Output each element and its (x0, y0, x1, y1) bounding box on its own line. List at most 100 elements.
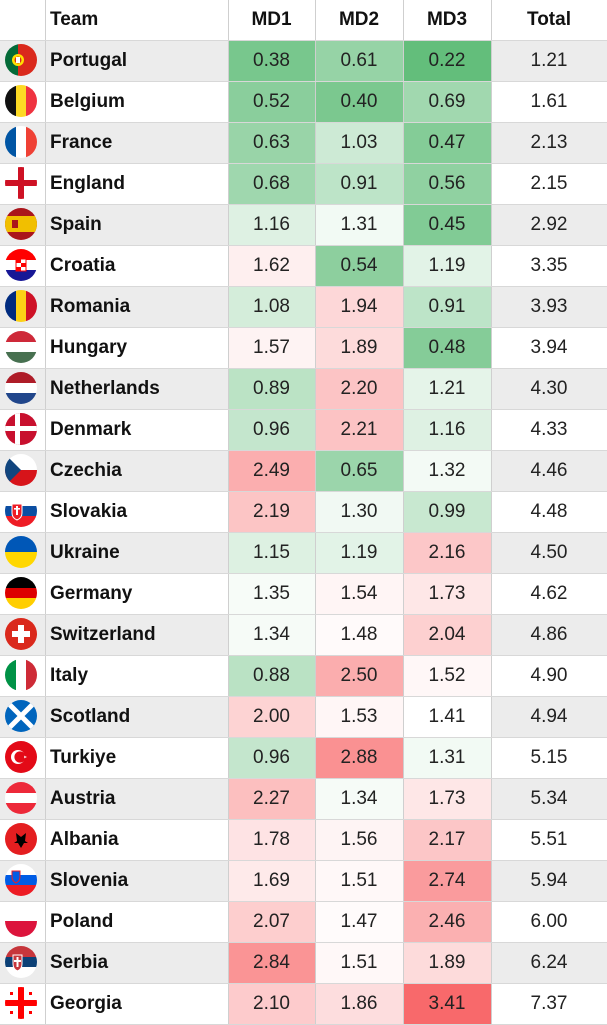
france-flag-icon (5, 126, 37, 158)
total-value-cell: 2.15 (530, 173, 568, 194)
md2-value-cell: 0.54 (315, 245, 403, 286)
grid-hline (0, 860, 607, 861)
flag-cell (0, 614, 45, 655)
md1-value-cell: 1.62 (228, 245, 315, 286)
md1-value-cell: 0.96 (228, 409, 315, 450)
total-value-cell: 3.94 (530, 337, 568, 358)
header-md1: MD1 (251, 9, 292, 30)
team-name: Spain (50, 214, 102, 235)
grid-vline (315, 0, 316, 1024)
flag-cell (0, 737, 45, 778)
md3-value-cell: 0.45 (403, 204, 491, 245)
albania-flag-icon (5, 823, 37, 855)
team-name: Switzerland (50, 624, 156, 645)
flag-cell (0, 573, 45, 614)
flag-cell (0, 368, 45, 409)
team-name: Scotland (50, 706, 131, 727)
md3-value-cell: 3.41 (403, 983, 491, 1024)
team-name: Slovakia (50, 501, 128, 522)
md1-value-cell: 0.52 (228, 81, 315, 122)
austria-flag-icon (5, 782, 37, 814)
md1-value-cell: 2.49 (228, 450, 315, 491)
grid-hline (0, 737, 607, 738)
md1-value-cell: 2.00 (228, 696, 315, 737)
table-row: Albania 1.78 1.56 2.17 5.51 (0, 819, 607, 860)
md3-value-cell: 1.32 (403, 450, 491, 491)
team-name: England (50, 173, 125, 194)
team-name: Croatia (50, 255, 116, 276)
header-total: Total (527, 9, 571, 30)
total-value-cell: 4.33 (530, 419, 568, 440)
ukraine-flag-icon (5, 536, 37, 568)
flag-cell (0, 655, 45, 696)
total-value-cell: 4.94 (530, 706, 568, 727)
md1-value-cell: 1.34 (228, 614, 315, 655)
grid-hline (0, 778, 607, 779)
md3-value-cell: 1.73 (403, 778, 491, 819)
md1-value-cell: 1.15 (228, 532, 315, 573)
md3-value-cell: 0.91 (403, 286, 491, 327)
grid-hline (0, 286, 607, 287)
croatia-flag-icon (5, 249, 37, 281)
table-row: Poland 2.07 1.47 2.46 6.00 (0, 901, 607, 942)
grid-hline (0, 901, 607, 902)
slovakia-flag-icon (5, 495, 37, 527)
md2-value-cell: 0.61 (315, 40, 403, 81)
md2-value-cell: 1.94 (315, 286, 403, 327)
team-name: Ukraine (50, 542, 120, 563)
flag-cell (0, 450, 45, 491)
italy-flag-icon (5, 659, 37, 691)
grid-hline (0, 81, 607, 82)
team-name: Romania (50, 296, 131, 317)
flag-cell (0, 778, 45, 819)
total-value-cell: 1.21 (530, 50, 568, 71)
table-row: Turkiye 0.96 2.88 1.31 5.15 (0, 737, 607, 778)
md3-value-cell: 2.04 (403, 614, 491, 655)
md3-value-cell: 1.41 (403, 696, 491, 737)
flag-cell (0, 942, 45, 983)
md3-value-cell: 2.46 (403, 901, 491, 942)
md1-value-cell: 1.57 (228, 327, 315, 368)
table-row: Spain 1.16 1.31 0.45 2.92 (0, 204, 607, 245)
grid-hline (0, 819, 607, 820)
team-name: Turkiye (50, 747, 117, 768)
team-name: Slovenia (50, 870, 129, 891)
team-name: Georgia (50, 993, 122, 1014)
serbia-flag-icon (5, 946, 37, 978)
table-row: Austria 2.27 1.34 1.73 5.34 (0, 778, 607, 819)
total-value-cell: 4.86 (530, 624, 568, 645)
belgium-flag-icon (5, 85, 37, 117)
md3-value-cell: 1.52 (403, 655, 491, 696)
md2-value-cell: 1.86 (315, 983, 403, 1024)
grid-hline (0, 655, 607, 656)
md1-value-cell: 2.19 (228, 491, 315, 532)
table-row: Germany 1.35 1.54 1.73 4.62 (0, 573, 607, 614)
md3-value-cell: 0.69 (403, 81, 491, 122)
total-value-cell: 6.24 (530, 952, 568, 973)
flag-cell (0, 532, 45, 573)
flag-cell (0, 327, 45, 368)
md3-value-cell: 0.56 (403, 163, 491, 204)
team-name: Italy (50, 665, 89, 686)
flag-cell (0, 122, 45, 163)
total-value-cell: 4.62 (530, 583, 568, 604)
table-row: Slovenia 1.69 1.51 2.74 5.94 (0, 860, 607, 901)
md2-value-cell: 1.53 (315, 696, 403, 737)
table-row: Georgia 2.10 1.86 3.41 7.37 (0, 983, 607, 1024)
grid-hline (0, 245, 607, 246)
table-row: England 0.68 0.91 0.56 2.15 (0, 163, 607, 204)
team-name: Austria (50, 788, 116, 809)
md3-value-cell: 1.16 (403, 409, 491, 450)
header-md3: MD3 (426, 9, 468, 30)
slovenia-flag-icon (5, 864, 37, 896)
team-name: Belgium (50, 91, 125, 112)
md1-value-cell: 1.78 (228, 819, 315, 860)
team-name: Denmark (50, 419, 132, 440)
md1-value-cell: 0.89 (228, 368, 315, 409)
grid-vline (45, 0, 46, 1024)
switzerland-flag-icon (5, 618, 37, 650)
team-name: Germany (50, 583, 133, 604)
table-row: Italy 0.88 2.50 1.52 4.90 (0, 655, 607, 696)
md3-value-cell: 0.48 (403, 327, 491, 368)
flag-cell (0, 286, 45, 327)
